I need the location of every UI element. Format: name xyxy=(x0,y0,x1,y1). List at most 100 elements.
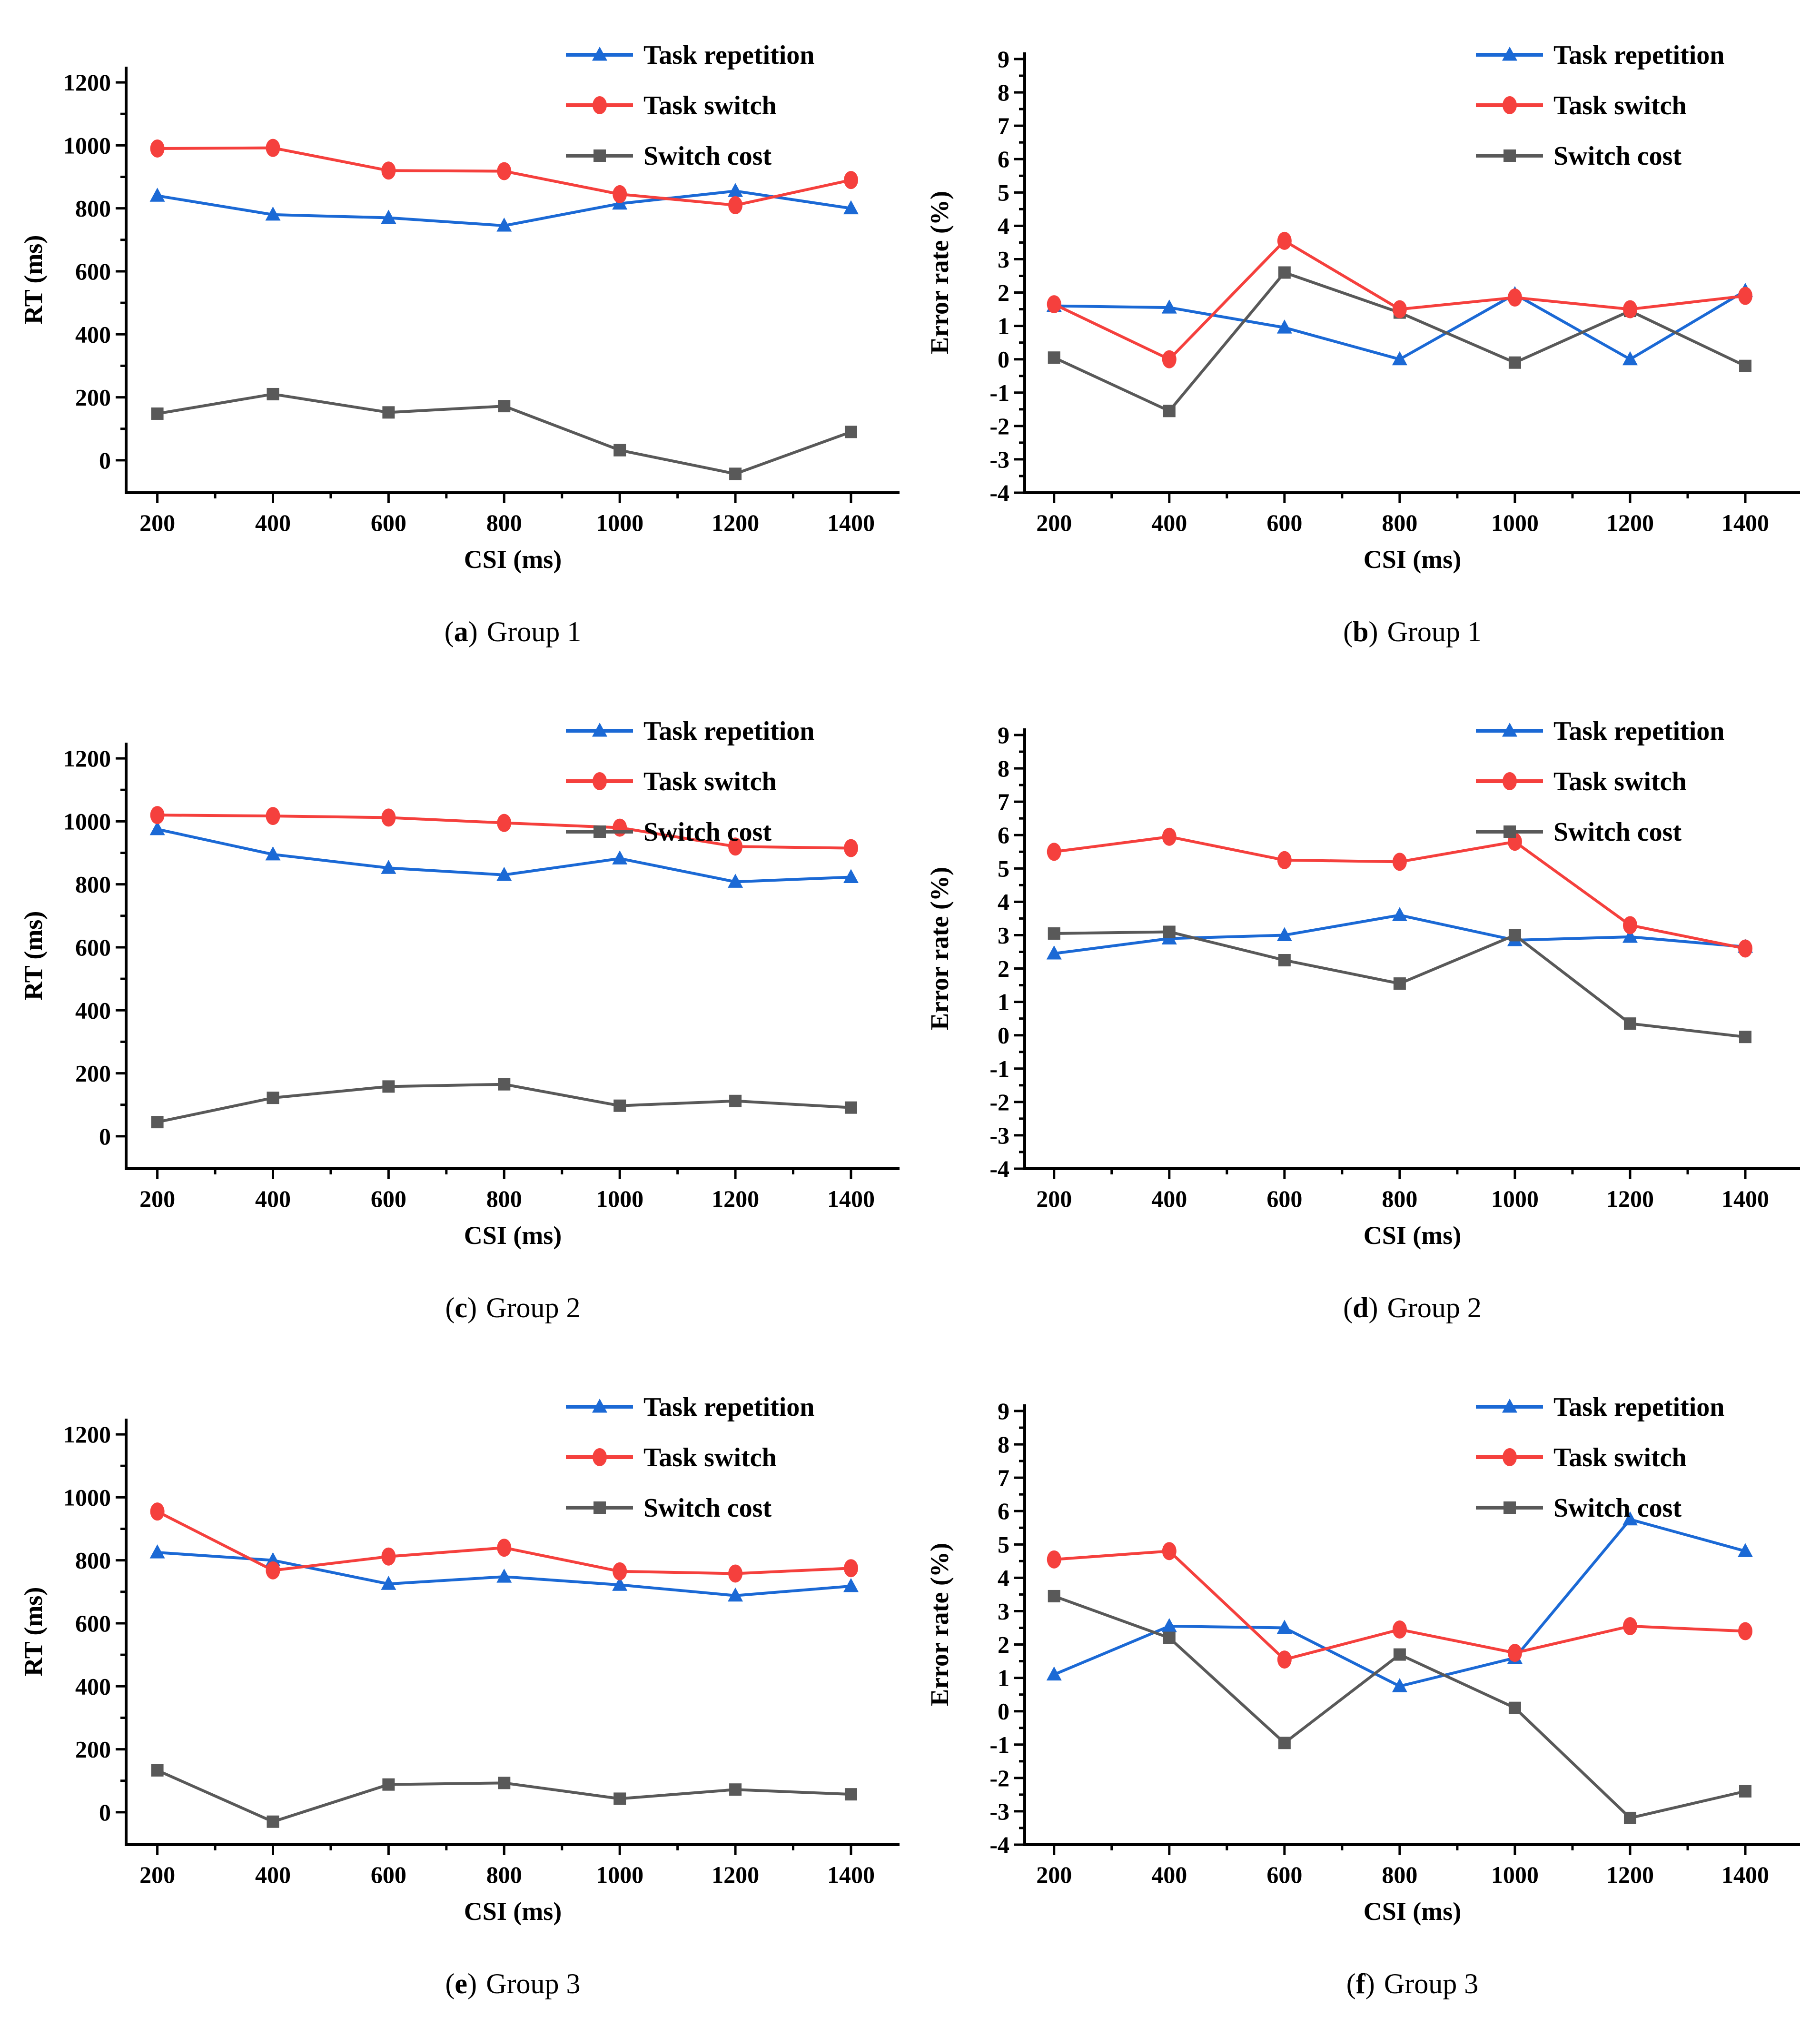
y-tick-label: -2 xyxy=(989,1765,1009,1791)
tick-labels: 200 400 600 800 1000 1200 1400 -4 -3 -2 -1 0 1 2 3 4 5 6 7… xyxy=(989,1398,1769,1888)
legend-triangle-marker xyxy=(592,1399,607,1413)
x-tick-label: 1400 xyxy=(1721,1861,1769,1888)
circle-marker xyxy=(1622,916,1637,934)
square-marker xyxy=(1623,1017,1636,1030)
triangle-marker xyxy=(1622,351,1638,366)
legend-circle-marker xyxy=(1503,772,1517,790)
square-marker xyxy=(1508,356,1521,369)
x-tick-label: 600 xyxy=(371,1861,406,1888)
triangle-marker xyxy=(496,866,512,881)
caption-letter: f xyxy=(1355,1968,1365,1999)
legend-label: Task switch xyxy=(1553,1443,1687,1472)
y-tick-label: -1 xyxy=(989,1731,1009,1758)
x-tick-label: 800 xyxy=(1382,1185,1417,1212)
triangle-marker xyxy=(843,1578,859,1592)
circle-marker xyxy=(728,1564,743,1583)
y-tick-label: 7 xyxy=(998,112,1009,139)
legend: Task repetition Task switch Switch cost xyxy=(566,1392,814,1523)
y-tick-label: 3 xyxy=(998,1598,1009,1624)
y-tick-label: 9 xyxy=(998,46,1009,72)
caption-paren-open: ( xyxy=(445,1292,455,1323)
circle-marker xyxy=(1162,350,1177,368)
circle-marker xyxy=(266,1561,280,1580)
legend-square-marker xyxy=(593,1501,606,1514)
triangle-marker xyxy=(496,218,512,232)
square-marker xyxy=(267,1092,279,1104)
circle-marker xyxy=(1507,1644,1522,1662)
chart-f-error-group3: 200 400 600 800 1000 1200 1400 -4 -3 -2 -1 0 1 2 3 4 5 6 7… xyxy=(925,1392,1800,1926)
triangle-marker xyxy=(843,869,859,883)
axes xyxy=(125,67,900,494)
square-marker xyxy=(844,426,857,438)
circle-marker xyxy=(843,1559,858,1578)
circle-marker xyxy=(1162,827,1177,846)
ticks xyxy=(1014,1410,1747,1855)
x-tick-label: 400 xyxy=(255,509,291,536)
y-axis-title: Error rate (%) xyxy=(925,1543,954,1706)
x-tick-label: 1400 xyxy=(827,1861,875,1888)
caption-paren-close: ) xyxy=(1365,1968,1375,1999)
caption-paren-open: ( xyxy=(444,616,454,647)
legend-label: Switch cost xyxy=(1553,1493,1682,1523)
y-tick-label: 2 xyxy=(998,279,1009,306)
triangle-marker xyxy=(1622,928,1638,943)
series-switch-cost xyxy=(1048,925,1752,1043)
x-tick-label: 800 xyxy=(486,1861,522,1888)
legend-circle-marker xyxy=(593,1448,607,1466)
y-tick-label: 6 xyxy=(998,822,1009,848)
ticks xyxy=(116,81,852,503)
y-tick-label: 600 xyxy=(75,258,111,285)
triangle-marker xyxy=(1392,351,1407,366)
square-marker xyxy=(1393,1648,1406,1661)
y-tick-label: 4 xyxy=(998,888,1009,915)
chart-a-rt-group1: 200 400 600 800 1000 1200 1400 0 200 400 600 800 100… xyxy=(19,40,900,574)
y-tick-label: 7 xyxy=(998,1464,1009,1491)
legend-square-marker xyxy=(1503,1501,1516,1514)
square-marker xyxy=(1163,925,1176,938)
series-task-repetition xyxy=(149,821,859,888)
x-tick-label: 200 xyxy=(139,509,175,536)
y-axis-title: RT (ms) xyxy=(19,235,48,325)
x-tick-label: 200 xyxy=(139,1185,175,1212)
y-tick-label: 1 xyxy=(998,1665,1009,1691)
x-tick-label: 1000 xyxy=(1491,1861,1539,1888)
y-tick-label: 5 xyxy=(998,855,1009,882)
ticks xyxy=(116,757,852,1179)
y-tick-label: -3 xyxy=(989,446,1009,473)
square-marker xyxy=(729,467,742,480)
axes xyxy=(125,743,900,1170)
triangle-marker xyxy=(1276,1620,1292,1634)
x-tick-label: 1200 xyxy=(712,1185,759,1212)
circle-marker xyxy=(266,807,280,825)
y-tick-label: 800 xyxy=(75,871,111,898)
square-marker xyxy=(613,444,626,457)
circle-marker xyxy=(1162,1542,1177,1560)
y-tick-label: -4 xyxy=(989,479,1009,506)
legend-label: Switch cost xyxy=(1553,141,1682,171)
x-tick-label: 1000 xyxy=(1491,509,1539,536)
panel-caption-a: (a) Group 1 xyxy=(126,613,900,650)
legend-label: Task repetition xyxy=(643,1392,814,1422)
triangle-marker xyxy=(1392,1678,1407,1692)
y-tick-label: 600 xyxy=(75,1610,111,1637)
square-marker xyxy=(1508,929,1521,942)
triangle-marker xyxy=(1046,1666,1062,1681)
y-tick-label: -2 xyxy=(989,413,1009,439)
y-tick-label: 1 xyxy=(998,989,1009,1015)
legend-item-task-switch: Task switch xyxy=(1476,91,1687,120)
x-tick-label: 1200 xyxy=(1606,509,1654,536)
circle-marker xyxy=(1622,1617,1637,1636)
square-marker xyxy=(1048,351,1060,364)
legend-item-task-switch: Task switch xyxy=(1476,767,1687,796)
y-tick-label: 1200 xyxy=(63,69,111,96)
caption-paren-open: ( xyxy=(1343,616,1353,647)
square-marker xyxy=(1739,359,1752,372)
triangle-marker xyxy=(1392,907,1407,921)
square-marker xyxy=(1623,1811,1636,1824)
x-tick-label: 1000 xyxy=(1491,1185,1539,1212)
circle-marker xyxy=(728,196,743,215)
x-tick-label: 200 xyxy=(139,1861,175,1888)
series-switch-cost xyxy=(1048,266,1752,417)
x-tick-label: 1400 xyxy=(1721,509,1769,536)
series-task-switch xyxy=(1047,1542,1753,1669)
